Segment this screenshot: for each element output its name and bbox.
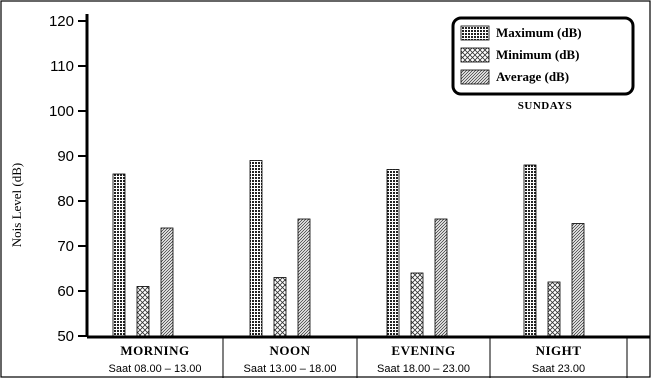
bar-morning-minimum [136, 286, 150, 337]
legend-swatch-maximum [460, 25, 490, 41]
category-sublabel-evening: Saat 18.00 – 23.00 [377, 363, 470, 375]
y-tick-label-90: 90 [57, 148, 74, 165]
category-label-noon: NOON [270, 343, 311, 358]
category-sublabel-morning: Saat 08.00 – 13.00 [109, 363, 202, 375]
y-tick-label-60: 60 [57, 283, 74, 300]
bar-evening-average [434, 218, 448, 337]
bar-evening-maximum [386, 169, 400, 337]
bar-night-maximum [523, 164, 537, 337]
bar-evening-minimum [410, 272, 424, 337]
bar-night-minimum [547, 281, 561, 337]
category-sublabel-noon: Saat 13.00 – 18.00 [244, 363, 337, 375]
category-sublabel-night: Saat 23.00 [532, 363, 585, 375]
legend-swatch-minimum [460, 47, 490, 63]
category-label-morning: MORNING [120, 343, 189, 358]
y-tick-label-100: 100 [49, 103, 74, 120]
bar-night-average [571, 223, 585, 337]
legend: Maximum (dB) Minimum (dB) Average (dB) [451, 16, 635, 96]
chart-annotation: SUNDAYS [518, 100, 572, 112]
bar-morning-average [160, 227, 174, 337]
category-label-evening: EVENING [391, 343, 455, 358]
bar-noon-minimum [273, 277, 287, 337]
category-label-night: NIGHT [536, 343, 582, 358]
y-axis-label: Nois Level (dB) [9, 163, 24, 247]
y-tick-label-70: 70 [57, 238, 74, 255]
legend-label-average: Average (dB) [496, 69, 569, 84]
legend-label-maximum: Maximum (dB) [496, 25, 582, 40]
bar-morning-maximum [112, 173, 126, 337]
y-tick-label-80: 80 [57, 193, 74, 210]
legend-box [451, 16, 635, 96]
bar-noon-maximum [249, 160, 263, 337]
y-tick-label-120: 120 [49, 13, 74, 30]
y-tick-label-110: 110 [50, 58, 74, 75]
category-labels: MORNING Saat 08.00 – 13.00 NOON Saat 13.00 … [109, 337, 628, 378]
y-axis-ticks: 50 60 70 80 90 100 110 120 [49, 13, 87, 345]
y-tick-label-50: 50 [57, 328, 74, 345]
bars [112, 160, 585, 337]
legend-label-minimum: Minimum (dB) [496, 47, 579, 62]
legend-swatch-average [460, 69, 490, 85]
bar-noon-average [297, 218, 311, 337]
